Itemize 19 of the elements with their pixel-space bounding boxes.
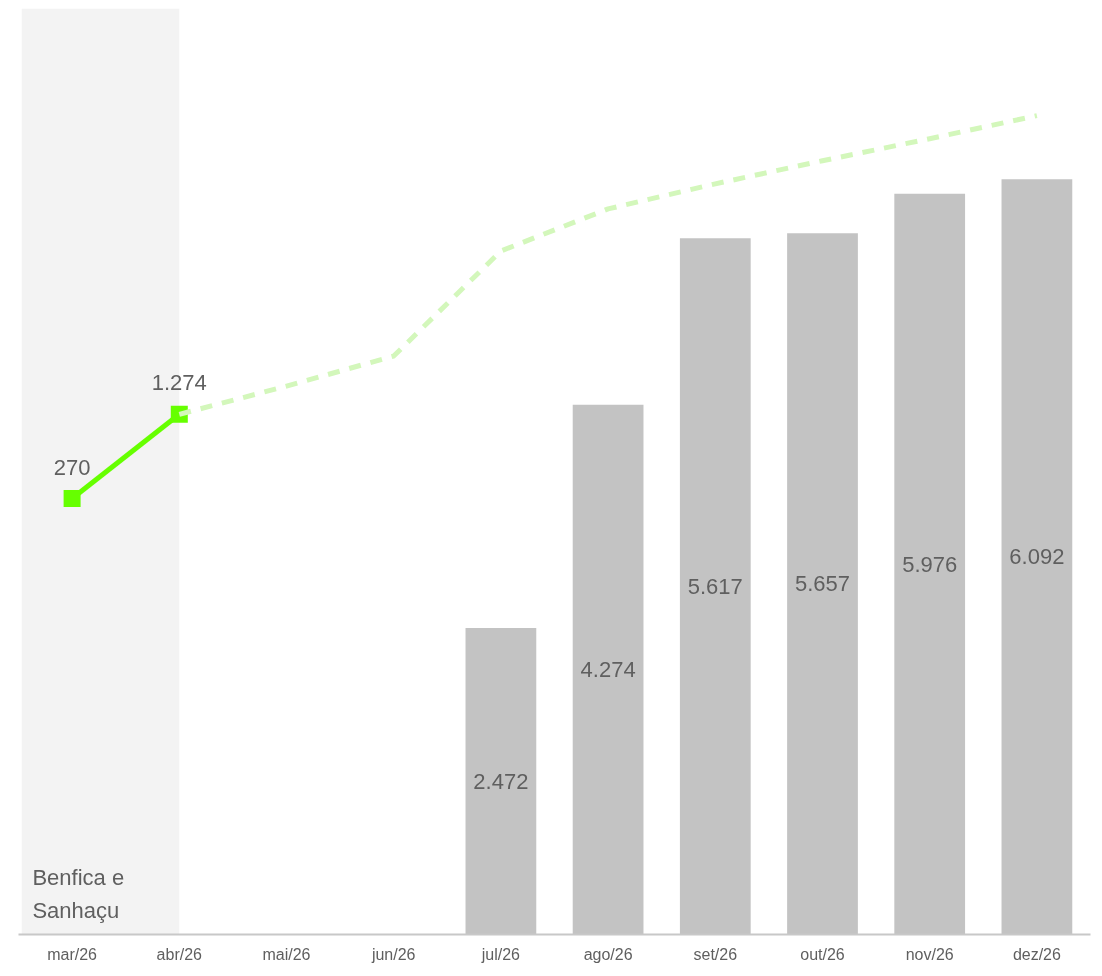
x-tick-label: mai/26: [262, 945, 311, 963]
data-label: 4.274: [580, 657, 636, 683]
data-label: 5.976: [902, 551, 958, 577]
x-tick-label: jul/26: [480, 945, 521, 963]
x-tick-label: nov/26: [905, 945, 954, 963]
x-tick-label: abr/26: [156, 945, 203, 963]
x-tick-label: jun/26: [370, 945, 416, 963]
x-tick-label: out/26: [800, 945, 845, 963]
data-label: 1.274: [151, 370, 207, 396]
data-label: 270: [53, 454, 91, 480]
x-tick-label: mar/26: [47, 945, 98, 963]
data-label: 2.472: [473, 768, 529, 794]
x-tick-label: set/26: [693, 945, 738, 963]
data-label: 6.092: [1009, 544, 1065, 570]
x-tick-label: dez/26: [1012, 945, 1062, 963]
x-tick-label: ago/26: [583, 945, 633, 963]
band-label: Benfica e Sanhaçu: [32, 865, 125, 923]
data-label: 5.657: [794, 571, 851, 597]
data-label: 5.617: [687, 573, 743, 599]
